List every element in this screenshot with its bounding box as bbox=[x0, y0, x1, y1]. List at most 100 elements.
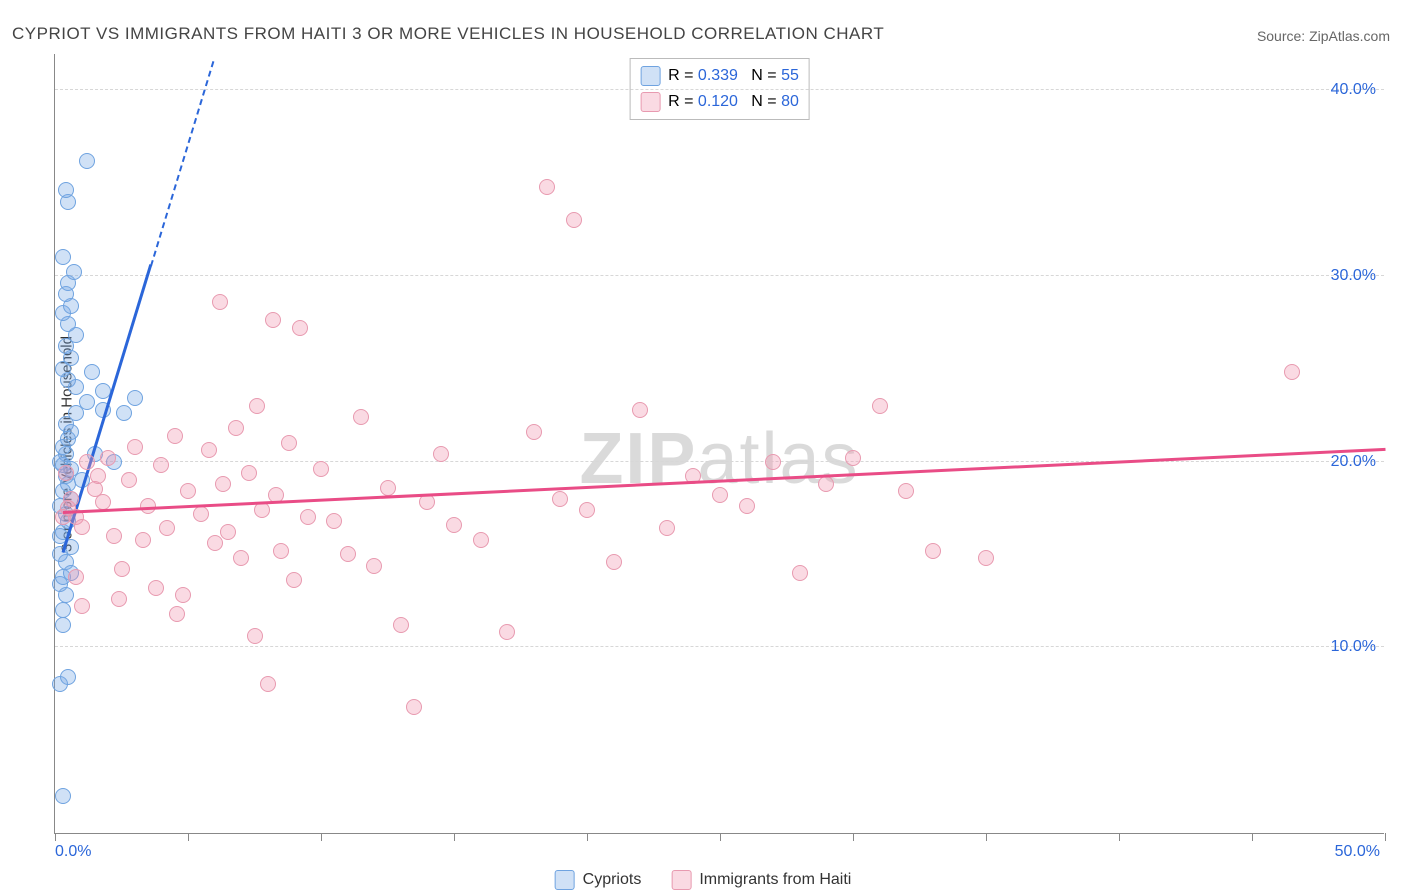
data-point bbox=[68, 379, 84, 395]
data-point bbox=[58, 465, 74, 481]
x-tick bbox=[1119, 833, 1120, 841]
data-point bbox=[220, 524, 236, 540]
gridline bbox=[55, 646, 1384, 647]
data-point bbox=[106, 528, 122, 544]
data-point bbox=[55, 788, 71, 804]
data-point bbox=[273, 543, 289, 559]
legend-swatch bbox=[640, 66, 660, 86]
data-point bbox=[111, 591, 127, 607]
data-point bbox=[260, 676, 276, 692]
chart-title: CYPRIOT VS IMMIGRANTS FROM HAITI 3 OR MO… bbox=[12, 24, 884, 44]
y-tick-label: 20.0% bbox=[1331, 453, 1376, 471]
data-point bbox=[84, 364, 100, 380]
data-point bbox=[116, 405, 132, 421]
data-point bbox=[66, 264, 82, 280]
x-tick bbox=[55, 833, 56, 841]
x-tick bbox=[720, 833, 721, 841]
legend-stats: R = 0.339 N = 55 bbox=[668, 63, 799, 89]
data-point bbox=[606, 554, 622, 570]
x-tick bbox=[986, 833, 987, 841]
gridline bbox=[55, 275, 1384, 276]
legend-stats: R = 0.120 N = 80 bbox=[668, 89, 799, 115]
legend-label: Cypriots bbox=[583, 871, 642, 889]
legend-swatch bbox=[671, 870, 691, 890]
data-point bbox=[281, 435, 297, 451]
data-point bbox=[313, 461, 329, 477]
data-point bbox=[380, 480, 396, 496]
data-point bbox=[127, 439, 143, 455]
data-point bbox=[632, 402, 648, 418]
data-point bbox=[366, 558, 382, 574]
data-point bbox=[159, 520, 175, 536]
x-origin-label: 0.0% bbox=[55, 843, 91, 861]
gridline bbox=[55, 461, 1384, 462]
data-point bbox=[292, 320, 308, 336]
data-point bbox=[579, 502, 595, 518]
data-point bbox=[148, 580, 164, 596]
data-point bbox=[526, 424, 542, 440]
data-point bbox=[58, 182, 74, 198]
x-tick bbox=[853, 833, 854, 841]
data-point bbox=[100, 450, 116, 466]
data-point bbox=[473, 532, 489, 548]
source-label: Source: ZipAtlas.com bbox=[1257, 28, 1390, 44]
data-point bbox=[539, 179, 555, 195]
y-tick-label: 40.0% bbox=[1331, 81, 1376, 99]
data-point bbox=[1284, 364, 1300, 380]
data-point bbox=[499, 624, 515, 640]
data-point bbox=[233, 550, 249, 566]
data-point bbox=[739, 498, 755, 514]
gridline bbox=[55, 89, 1384, 90]
x-tick bbox=[1385, 833, 1386, 841]
data-point bbox=[446, 517, 462, 533]
data-point bbox=[818, 476, 834, 492]
data-point bbox=[978, 550, 994, 566]
data-point bbox=[74, 598, 90, 614]
data-point bbox=[175, 587, 191, 603]
trend-line bbox=[63, 447, 1385, 513]
data-point bbox=[872, 398, 888, 414]
x-tick bbox=[1252, 833, 1253, 841]
data-point bbox=[153, 457, 169, 473]
data-point bbox=[135, 532, 151, 548]
data-point bbox=[286, 572, 302, 588]
y-tick-label: 30.0% bbox=[1331, 267, 1376, 285]
data-point bbox=[167, 428, 183, 444]
data-point bbox=[169, 606, 185, 622]
legend-row: R = 0.339 N = 55 bbox=[640, 63, 799, 89]
data-point bbox=[207, 535, 223, 551]
plot-area: ZIPatlas 3 or more Vehicles in Household… bbox=[54, 54, 1384, 834]
data-point bbox=[765, 454, 781, 470]
data-point bbox=[79, 394, 95, 410]
data-point bbox=[74, 519, 90, 535]
data-point bbox=[55, 602, 71, 618]
data-point bbox=[898, 483, 914, 499]
x-tick bbox=[188, 833, 189, 841]
data-point bbox=[90, 468, 106, 484]
data-point bbox=[121, 472, 137, 488]
data-point bbox=[433, 446, 449, 462]
data-point bbox=[114, 561, 130, 577]
data-point bbox=[353, 409, 369, 425]
series-legend: Cypriots Immigrants from Haiti bbox=[555, 870, 852, 890]
data-point bbox=[180, 483, 196, 499]
data-point bbox=[193, 506, 209, 522]
legend-label: Immigrants from Haiti bbox=[699, 871, 851, 889]
data-point bbox=[228, 420, 244, 436]
data-point bbox=[393, 617, 409, 633]
x-tick bbox=[587, 833, 588, 841]
data-point bbox=[55, 617, 71, 633]
chart-container: { "title": "CYPRIOT VS IMMIGRANTS FROM H… bbox=[0, 0, 1406, 892]
data-point bbox=[215, 476, 231, 492]
data-point bbox=[79, 153, 95, 169]
legend-row: R = 0.120 N = 80 bbox=[640, 89, 799, 115]
data-point bbox=[63, 491, 79, 507]
data-point bbox=[340, 546, 356, 562]
data-point bbox=[60, 669, 76, 685]
legend-item: Cypriots bbox=[555, 870, 642, 890]
trend-line-dash bbox=[150, 61, 214, 266]
data-point bbox=[212, 294, 228, 310]
data-point bbox=[247, 628, 263, 644]
legend-item: Immigrants from Haiti bbox=[671, 870, 851, 890]
data-point bbox=[79, 454, 95, 470]
